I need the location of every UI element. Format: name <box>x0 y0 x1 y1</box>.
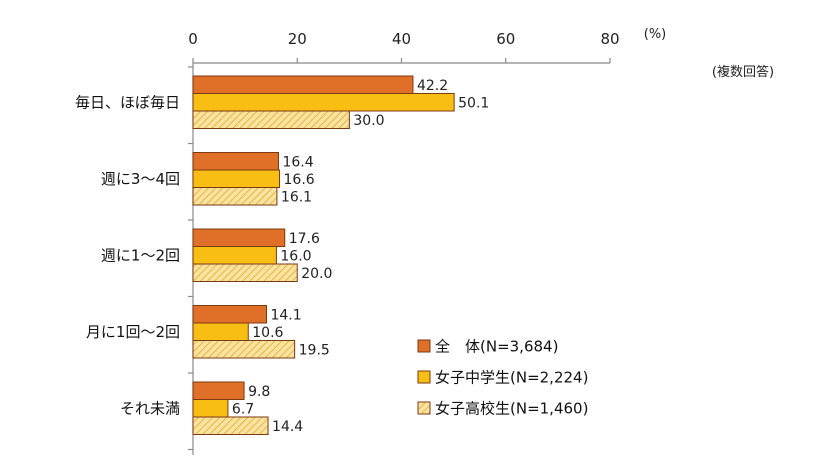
data-label: 19.5 <box>299 343 330 359</box>
data-label: 50.1 <box>458 96 489 112</box>
legend-swatch <box>417 401 431 415</box>
category-label: 週に3～4回 <box>101 170 180 188</box>
unit-label: (%) <box>644 27 667 42</box>
category-label: 毎日、ほぼ毎日 <box>75 93 180 111</box>
data-label: 9.8 <box>248 384 270 400</box>
bars-layer <box>192 75 455 435</box>
data-label: 42.2 <box>417 78 448 94</box>
bar <box>192 399 229 418</box>
bar <box>192 322 249 341</box>
data-label: 16.1 <box>281 190 312 206</box>
x-tick-label: 20 <box>288 30 307 48</box>
bar <box>192 416 269 435</box>
x-tick-label: 60 <box>496 30 515 48</box>
bar <box>192 381 245 400</box>
labels-layer: 毎日、ほぼ毎日 42.2 50.1 30.0 週に3～4回 16.416.6 16.1 週に1… <box>75 78 489 435</box>
x-tick-label: 0 <box>188 30 198 48</box>
data-label: 30.0 <box>353 113 384 129</box>
legend-swatch <box>417 339 431 353</box>
bar <box>192 152 279 171</box>
x-tick-label: 80 <box>600 30 619 48</box>
category-label: それ未満 <box>120 399 180 417</box>
axis-layer: 0 20 40 60 80 (%) (複数回答) <box>188 27 774 455</box>
data-label: 14.1 <box>270 308 301 324</box>
data-label: 6.7 <box>232 402 254 418</box>
bar <box>192 246 277 265</box>
data-label: 17.6 <box>289 231 320 247</box>
category-label: 週に1～2回 <box>101 246 180 264</box>
data-label: 14.4 <box>272 419 303 435</box>
data-label: 10.6 <box>252 325 283 341</box>
legend-label: 女子高校生(N=1,460) <box>435 400 588 418</box>
bar <box>192 263 298 282</box>
data-label: 16.0 <box>280 249 311 265</box>
bar <box>192 93 455 112</box>
bar <box>192 305 267 324</box>
category-label: 月に1回～2回 <box>86 323 180 341</box>
x-tick-label: 40 <box>392 30 411 48</box>
bar <box>192 340 296 359</box>
bar <box>192 169 281 188</box>
note-label: (複数回答) <box>712 64 774 80</box>
legend-swatch <box>417 370 431 384</box>
bar <box>192 110 350 129</box>
data-label: 16.4 <box>282 155 313 171</box>
legend-label: 全 体(N=3,684) <box>435 338 558 356</box>
data-label: 20.0 <box>301 266 332 282</box>
bar <box>192 187 278 206</box>
bar <box>192 228 286 247</box>
legend-label: 女子中学生(N=2,224) <box>435 369 588 387</box>
data-label: 16.6 <box>284 172 315 188</box>
legend: 全 体(N=3,684) 女子中学生(N=2,224) 女子高校生(N=1,460) <box>417 338 588 418</box>
bar <box>192 75 414 94</box>
